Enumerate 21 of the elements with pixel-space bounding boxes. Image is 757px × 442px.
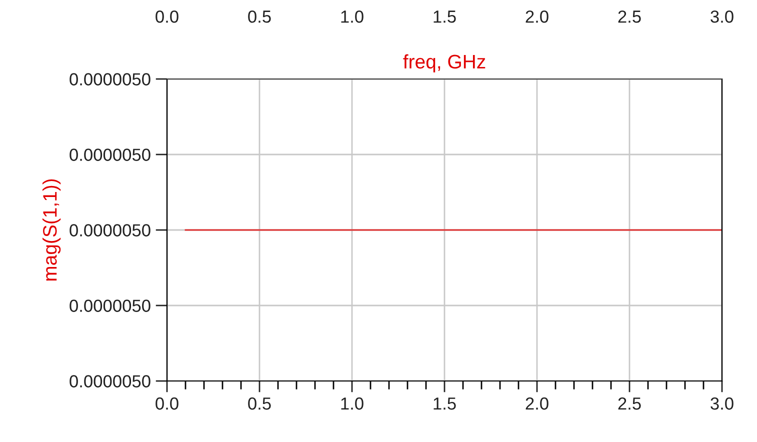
x2-tick-label: 3.0 (710, 10, 734, 23)
y-tick-label: 0.0000050 (70, 73, 150, 86)
x2-tick-label: 1.0 (341, 10, 364, 23)
x-tick-label: 2.0 (526, 397, 548, 410)
x2-tick-label: 0.0 (156, 10, 178, 23)
y-tick-label: 0.0000050 (70, 375, 150, 388)
y-tick-label: 0.0000050 (70, 224, 150, 236)
x-tick-label: 0.5 (248, 397, 271, 410)
x2-tick-label: 1.5 (434, 10, 456, 23)
x2-tick-label: 2.5 (618, 10, 641, 23)
y-tick-label: 0.0000050 (70, 148, 150, 161)
x2-axis-title: freq, GHz (403, 54, 486, 72)
x2-tick-label: 2.0 (526, 10, 548, 23)
x-tick-label: 1.5 (434, 398, 456, 410)
x-tick-label: 3.0 (710, 397, 734, 410)
y-axis-title: mag(S(1,1)) (42, 179, 61, 281)
x2-tick-label: 0.5 (248, 10, 271, 23)
x-tick-label: 2.5 (618, 397, 641, 410)
y-tick-label: 0.0000050 (70, 300, 150, 312)
x-tick-label: 1.0 (341, 397, 364, 410)
x-tick-label: 0.0 (156, 397, 178, 410)
